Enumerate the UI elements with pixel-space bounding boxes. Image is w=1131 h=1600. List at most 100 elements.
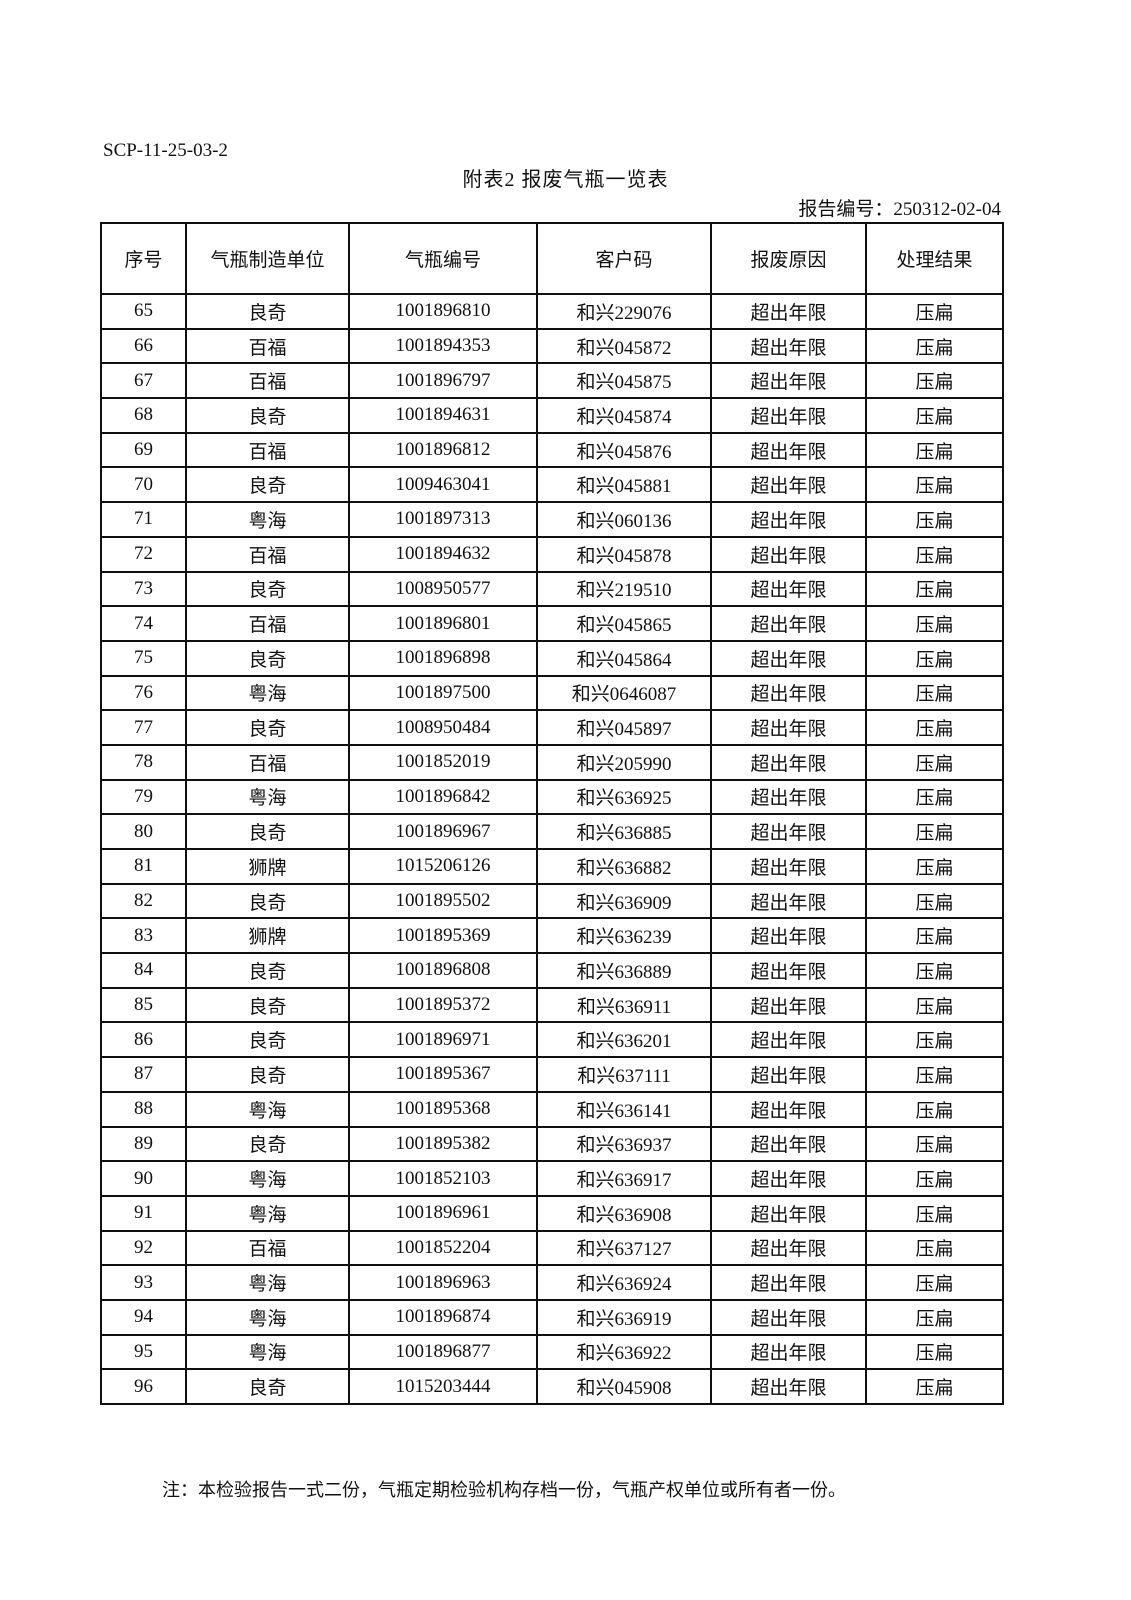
table-row: 73 良奇 1008950577 和兴219510 超出年限 压扁 (100, 570, 1004, 608)
table-row: 71 粤海 1001897313 和兴060136 超出年限 压扁 (100, 501, 1004, 538)
cell-result: 压扁 (865, 466, 1004, 504)
cell-customer-code: 和兴045872 (536, 327, 712, 365)
cell-cylinder-number: 1001896967 (348, 813, 538, 850)
cell-customer-code: 和兴045878 (536, 535, 712, 573)
cell-result: 压扁 (865, 605, 1004, 642)
cell-scrap-reason: 超出年限 (710, 501, 867, 538)
cell-index: 81 (100, 848, 187, 885)
cell-index: 96 (100, 1368, 187, 1405)
cell-manufacturer: 粤海 (185, 1194, 350, 1232)
cell-result: 压扁 (865, 431, 1004, 469)
cell-index: 82 (100, 882, 187, 920)
cell-result: 压扁 (865, 986, 1004, 1024)
cell-result: 压扁 (865, 1298, 1004, 1336)
cell-manufacturer: 良奇 (185, 1368, 350, 1405)
cell-manufacturer: 百福 (185, 1229, 350, 1267)
cell-manufacturer: 粤海 (185, 1264, 350, 1301)
table-row: 92 百福 1001852204 和兴637127 超出年限 压扁 (100, 1229, 1004, 1267)
table-row: 96 良奇 1015203444 和兴045908 超出年限 压扁 (100, 1368, 1004, 1405)
cell-index: 77 (100, 709, 187, 746)
cell-index: 93 (100, 1264, 187, 1301)
cell-index: 83 (100, 917, 187, 955)
cell-result: 压扁 (865, 535, 1004, 573)
cell-manufacturer: 百福 (185, 431, 350, 469)
cell-cylinder-number: 1015206126 (348, 848, 538, 885)
cell-customer-code: 和兴060136 (536, 501, 712, 538)
cell-manufacturer: 粤海 (185, 1333, 350, 1371)
cell-manufacturer: 良奇 (185, 397, 350, 434)
cell-manufacturer: 粤海 (185, 1298, 350, 1336)
table-header-row: 序号 气瓶制造单位 气瓶编号 客户码 报废原因 处理结果 (100, 222, 1004, 295)
cell-customer-code: 和兴229076 (536, 293, 712, 330)
cell-manufacturer: 百福 (185, 362, 350, 400)
cell-result: 压扁 (865, 709, 1004, 746)
cell-scrap-reason: 超出年限 (710, 882, 867, 920)
cell-manufacturer: 良奇 (185, 882, 350, 920)
cell-result: 压扁 (865, 293, 1004, 330)
cell-customer-code: 和兴636922 (536, 1333, 712, 1371)
header-result: 处理结果 (865, 222, 1004, 295)
table-row: 85 良奇 1001895372 和兴636911 超出年限 压扁 (100, 986, 1004, 1024)
cell-manufacturer: 良奇 (185, 570, 350, 608)
table-row: 72 百福 1001894632 和兴045878 超出年限 压扁 (100, 535, 1004, 573)
cell-scrap-reason: 超出年限 (710, 1333, 867, 1371)
cell-scrap-reason: 超出年限 (710, 1160, 867, 1197)
cell-result: 压扁 (865, 1125, 1004, 1163)
cell-customer-code: 和兴636919 (536, 1298, 712, 1336)
cell-index: 68 (100, 397, 187, 434)
cell-scrap-reason: 超出年限 (710, 327, 867, 365)
table-row: 82 良奇 1001895502 和兴636909 超出年限 压扁 (100, 882, 1004, 920)
table-row: 68 良奇 1001894631 和兴045874 超出年限 压扁 (100, 397, 1004, 434)
cell-index: 73 (100, 570, 187, 608)
cell-scrap-reason: 超出年限 (710, 1298, 867, 1336)
cell-cylinder-number: 1001894632 (348, 535, 538, 573)
cell-cylinder-number: 1001852204 (348, 1229, 538, 1267)
cell-customer-code: 和兴0646087 (536, 674, 712, 712)
table-row: 78 百福 1001852019 和兴205990 超出年限 压扁 (100, 743, 1004, 781)
cell-manufacturer: 良奇 (185, 986, 350, 1024)
header-customer-code: 客户码 (536, 222, 712, 295)
cell-cylinder-number: 1008950577 (348, 570, 538, 608)
cell-cylinder-number: 1001897313 (348, 501, 538, 538)
cell-index: 85 (100, 986, 187, 1024)
cell-result: 压扁 (865, 1333, 1004, 1371)
table-row: 66 百福 1001894353 和兴045872 超出年限 压扁 (100, 327, 1004, 365)
header-index: 序号 (100, 222, 187, 295)
cell-customer-code: 和兴636201 (536, 1021, 712, 1059)
cell-cylinder-number: 1001894353 (348, 327, 538, 365)
cell-index: 91 (100, 1194, 187, 1232)
cell-customer-code: 和兴637111 (536, 1056, 712, 1093)
table-row: 75 良奇 1001896898 和兴045864 超出年限 压扁 (100, 639, 1004, 677)
cell-cylinder-number: 1001895372 (348, 986, 538, 1024)
cell-index: 90 (100, 1160, 187, 1197)
cell-manufacturer: 良奇 (185, 293, 350, 330)
header-cylinder-number: 气瓶编号 (348, 222, 538, 295)
cell-cylinder-number: 1001852103 (348, 1160, 538, 1197)
cell-customer-code: 和兴636141 (536, 1090, 712, 1128)
cell-scrap-reason: 超出年限 (710, 709, 867, 746)
cell-index: 84 (100, 952, 187, 989)
cell-index: 75 (100, 639, 187, 677)
cell-cylinder-number: 1001894631 (348, 397, 538, 434)
cell-result: 压扁 (865, 570, 1004, 608)
cell-scrap-reason: 超出年限 (710, 466, 867, 504)
cell-cylinder-number: 1001896810 (348, 293, 538, 330)
cell-index: 92 (100, 1229, 187, 1267)
cell-result: 压扁 (865, 1368, 1004, 1405)
table-row: 89 良奇 1001895382 和兴636937 超出年限 压扁 (100, 1125, 1004, 1163)
cell-cylinder-number: 1015203444 (348, 1368, 538, 1405)
cell-cylinder-number: 1001896961 (348, 1194, 538, 1232)
cell-result: 压扁 (865, 1160, 1004, 1197)
cell-scrap-reason: 超出年限 (710, 1194, 867, 1232)
footnote: 注：本检验报告一式二份，气瓶定期检验机构存档一份，气瓶产权单位或所有者一份。 (162, 1480, 846, 1500)
cell-manufacturer: 良奇 (185, 1056, 350, 1093)
cell-scrap-reason: 超出年限 (710, 778, 867, 816)
table-row: 83 狮牌 1001895369 和兴636239 超出年限 压扁 (100, 917, 1004, 955)
cell-manufacturer: 良奇 (185, 639, 350, 677)
cell-customer-code: 和兴045908 (536, 1368, 712, 1405)
cell-index: 76 (100, 674, 187, 712)
cell-index: 87 (100, 1056, 187, 1093)
cell-manufacturer: 粤海 (185, 1160, 350, 1197)
cell-result: 压扁 (865, 1021, 1004, 1059)
cell-manufacturer: 良奇 (185, 709, 350, 746)
